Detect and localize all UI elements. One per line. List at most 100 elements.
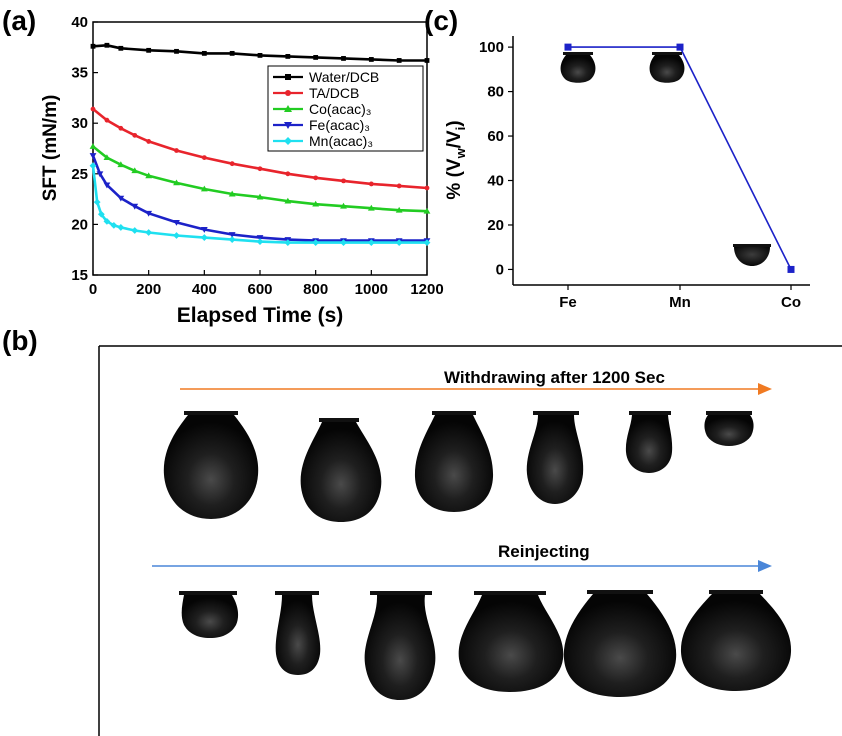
data-point <box>174 48 179 54</box>
data-point <box>145 210 153 217</box>
data-point <box>256 235 264 241</box>
data-point <box>367 204 375 211</box>
data-point <box>257 166 263 172</box>
legend-label: Water/DCB <box>309 69 379 85</box>
series-line <box>92 43 427 62</box>
data-point <box>228 190 236 197</box>
reinject-droplet-3 <box>364 591 436 700</box>
x-tick-label: 600 <box>247 281 272 298</box>
series-3 <box>89 153 431 244</box>
y-tick-label: 20 <box>71 216 88 233</box>
data-point <box>368 181 374 187</box>
droplet-thumbnail-mn <box>649 52 685 83</box>
data-point <box>395 206 403 213</box>
data-point <box>341 56 346 61</box>
data-point <box>173 179 180 186</box>
data-point <box>787 265 795 273</box>
data-point <box>424 185 430 191</box>
x-tick-label: 1200 <box>410 281 443 298</box>
legend-entry: Water/DCB <box>273 69 379 85</box>
data-point <box>174 148 179 153</box>
data-point <box>284 197 292 204</box>
data-point <box>564 43 572 51</box>
legend-marker <box>284 122 292 129</box>
chart-c-ylabel: % (Vw/Vi) <box>444 120 468 199</box>
series-line <box>91 155 427 242</box>
x-tick-label: 0 <box>89 281 97 298</box>
droplet-thumbnail-fe <box>560 52 596 83</box>
data-point <box>228 236 236 243</box>
series-line <box>91 165 427 244</box>
legend-entry: Fe(acac)₃ <box>273 117 370 133</box>
y-tick-label: 40 <box>487 173 504 190</box>
data-point <box>89 143 97 149</box>
data-point <box>93 198 101 206</box>
data-point <box>132 132 138 138</box>
data-point <box>229 50 235 56</box>
withdraw-label: Withdrawing after 1200 Sec <box>444 368 665 387</box>
chart-a-series <box>89 42 431 247</box>
data-point <box>256 193 264 200</box>
data-point <box>201 155 207 161</box>
panel-b: Withdrawing after 1200 Sec Reinjecting <box>98 345 842 736</box>
legend-label: Co(acac)₃ <box>309 101 372 117</box>
x-tick-label: Co <box>781 294 801 311</box>
series-0 <box>90 42 430 63</box>
x-tick-label: Fe <box>559 294 577 311</box>
data-point <box>201 50 207 56</box>
chart-a-ylabel: SFT (mN/m) <box>40 95 61 202</box>
withdraw-droplet-1 <box>163 411 259 519</box>
data-point <box>89 162 97 170</box>
data-point <box>200 227 208 233</box>
data-point <box>396 58 402 63</box>
data-point <box>676 43 684 51</box>
legend-label: Mn(acac)₃ <box>309 133 373 149</box>
data-point <box>90 106 96 112</box>
legend-entry: Mn(acac)₃ <box>273 133 373 149</box>
data-point <box>285 171 291 177</box>
x-tick-label: Mn <box>669 294 691 311</box>
panel-label-c: (c) <box>424 5 458 36</box>
series-2 <box>89 143 431 214</box>
data-point <box>117 195 125 202</box>
chart-a-ticks: 0 200 400 600 800 1000 1200 15 20 25 30 35 40 <box>71 14 443 298</box>
y-tick-label: 80 <box>487 84 504 101</box>
droplet-images <box>163 411 792 700</box>
reinject-droplet-1 <box>179 591 239 638</box>
data-point <box>396 183 402 189</box>
y-tick-label: 100 <box>479 39 504 56</box>
data-point <box>200 234 208 241</box>
y-tick-label: 35 <box>71 65 88 82</box>
chart-c-ticks: 0 20 40 60 80 100 Fe Mn Co <box>479 39 801 311</box>
data-point <box>285 54 291 59</box>
data-point <box>89 153 97 159</box>
y-tick-label: 0 <box>496 261 504 278</box>
chart-a-xlabel: Elapsed Time (s) <box>177 304 344 327</box>
droplet-thumbnail-co <box>733 244 771 266</box>
data-point <box>256 238 264 246</box>
reinject-droplet-2 <box>275 591 321 675</box>
legend-label: TA/DCB <box>309 85 359 101</box>
legend-marker <box>284 137 292 145</box>
withdraw-droplet-6 <box>704 411 754 446</box>
series-1 <box>90 106 430 191</box>
data-point <box>103 154 111 161</box>
legend-entry: TA/DCB <box>273 85 359 101</box>
data-point <box>312 239 320 247</box>
data-point <box>131 203 139 210</box>
data-point <box>229 161 235 167</box>
data-point <box>173 219 180 226</box>
y-tick-label: 30 <box>71 115 88 132</box>
data-point <box>312 200 320 207</box>
data-point <box>367 239 375 247</box>
y-tick-label: 15 <box>71 267 88 284</box>
data-point <box>284 239 292 247</box>
x-tick-label: 200 <box>136 281 161 298</box>
chart-c-series <box>564 43 795 273</box>
x-tick-label: 1000 <box>355 281 388 298</box>
x-tick-label: 800 <box>303 281 328 298</box>
panel-label-b: (b) <box>2 325 38 356</box>
data-point <box>90 43 96 49</box>
data-point <box>117 224 125 231</box>
